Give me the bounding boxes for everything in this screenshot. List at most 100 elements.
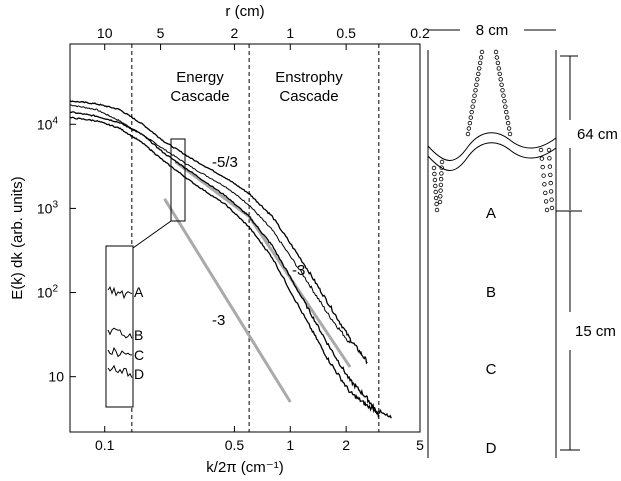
inset-trace-1 (107, 327, 133, 339)
dye-dot (547, 164, 553, 169)
dye-dot (465, 131, 471, 137)
dye-dot (507, 131, 513, 137)
dye-dot (469, 109, 474, 115)
dye-dot (541, 173, 546, 178)
top-axis-title: r (cm) (225, 3, 264, 20)
level-b-label: B (486, 284, 496, 301)
zoom-connector (132, 220, 172, 249)
inset-traces (107, 285, 133, 378)
dye-dot (471, 98, 476, 104)
x-axis-ticks: 0.1 0.5 1 2 5 (95, 426, 424, 453)
series-line-d (69, 116, 392, 419)
level-a-label: A (486, 205, 496, 222)
top-tick-label-4: 0.5 (336, 25, 356, 41)
height-label: 64 cm (577, 126, 618, 143)
dye-dot (438, 176, 444, 182)
reference-line-1 (247, 215, 352, 368)
tank-diagram: 8 cm 64 cm 15 cm A B C D (427, 22, 618, 458)
dye-dot (433, 183, 438, 189)
x-tick-label-1: 0.5 (225, 437, 245, 453)
dye-dot (431, 165, 437, 171)
dye-dot (549, 205, 555, 211)
top-tick-label-1: 5 (157, 25, 165, 41)
series-line-c (69, 111, 380, 419)
x-axis-title: k/2π (cm⁻¹) (206, 459, 283, 476)
dye-dot (502, 98, 507, 104)
dye-dot (506, 126, 512, 131)
depth-label: 15 cm (575, 323, 616, 340)
slope-label-53: -5/3 (212, 154, 238, 171)
top-axis-ticks: 10 5 2 1 0.5 0.2 (97, 25, 430, 50)
dye-dot (439, 165, 444, 170)
dye-dot (547, 156, 552, 161)
dye-dot (434, 201, 439, 207)
dye-dot (544, 207, 550, 213)
dye-dot (549, 197, 554, 202)
inset-label-a: A (134, 284, 144, 300)
dye-dot (548, 180, 553, 186)
dye-dot (478, 55, 484, 60)
slope-label-3-upper: -3 (292, 262, 305, 279)
reference-slope-lines (163, 160, 352, 403)
dye-dot (495, 60, 501, 66)
enstrophy-region-label: Enstrophy (275, 69, 343, 86)
dye-dot (477, 66, 482, 71)
dye-dot (476, 71, 481, 77)
top-tick-label-2: 2 (231, 25, 239, 41)
inset-label-d: D (134, 366, 144, 382)
interface-lower (427, 142, 557, 171)
dye-dot (438, 188, 443, 193)
inset-box (105, 245, 134, 408)
energy-region-label-line2: Cascade (170, 88, 229, 105)
dye-dot (477, 60, 483, 66)
y-tick-label-3: 104 (37, 115, 59, 132)
dye-dot (540, 164, 545, 170)
inset-trace-2 (107, 346, 133, 358)
enstrophy-region-label-line2: Cascade (279, 88, 338, 105)
dye-dot (439, 159, 445, 165)
dye-dot (474, 82, 479, 87)
dye-dot (505, 120, 511, 126)
y-tick-label-1: 102 (37, 284, 59, 301)
dye-dot (496, 66, 501, 71)
dye-dot (438, 194, 443, 199)
dye-dot (539, 156, 545, 161)
level-d-label: D (486, 440, 497, 457)
level-c-label: C (486, 361, 497, 378)
x-tick-label-4: 5 (416, 437, 424, 453)
dye-dot (494, 55, 500, 60)
y-axis-title: E(k) dk (arb. units) (9, 176, 26, 299)
dye-dot (434, 207, 440, 213)
dye-dot (433, 189, 438, 195)
x-tick-label-2: 1 (286, 437, 294, 453)
spectra-series (69, 99, 392, 419)
interface-upper (427, 132, 557, 161)
dye-dot (542, 182, 547, 187)
dye-dot (439, 171, 444, 176)
inset-label-b: B (134, 327, 143, 343)
dye-dot (433, 195, 439, 201)
dye-dot (467, 120, 473, 126)
x-tick-label-0: 0.1 (95, 437, 115, 453)
top-tick-label-5: 0.2 (410, 25, 430, 41)
cascade-boundaries (131, 44, 380, 432)
dye-dot (472, 93, 477, 98)
width-label: 8 cm (476, 22, 509, 39)
dye-dot (501, 93, 506, 98)
dye-dot (543, 190, 548, 196)
plot-frame (69, 43, 421, 433)
dye-dot (475, 77, 480, 82)
dye-dot (473, 88, 478, 93)
dye-dot (493, 49, 499, 55)
dye-dot (498, 77, 503, 82)
dye-dot (432, 171, 437, 177)
energy-region-label: Energy (176, 69, 224, 86)
zoom-box (170, 138, 186, 222)
inset-label-c: C (134, 347, 144, 363)
dye-dots (431, 49, 555, 213)
dye-dot (543, 199, 549, 204)
dye-dot (505, 115, 510, 120)
dye-dot (438, 182, 444, 188)
reference-line-2 (163, 198, 292, 403)
